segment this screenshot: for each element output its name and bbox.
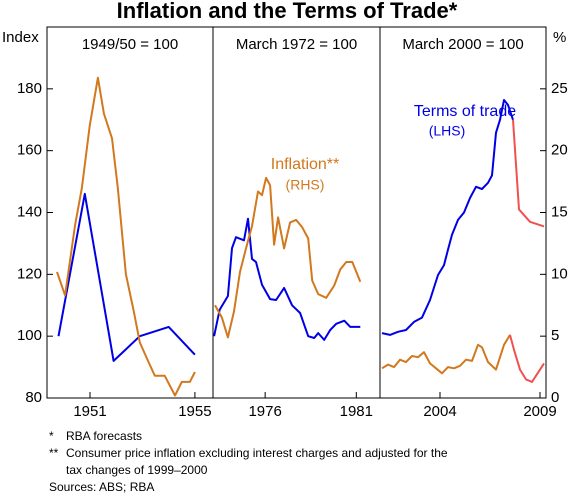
annotation: Inflation** [271,156,340,173]
series-line [56,76,196,397]
y2-tick-label: 20 [551,142,568,159]
series-line [381,99,514,336]
annotation: Terms of trade [414,103,516,120]
x-tick-label: 2009 [523,403,556,420]
source: Sources: ABS; RBA [49,480,154,494]
annotation: (LHS) [429,123,466,139]
panel-subtitle: 1949/50 = 100 [82,36,178,53]
y-tick-label: 140 [17,203,42,220]
plot-frame [46,26,547,399]
x-tick-label: 1976 [248,403,281,420]
x-tick-label: 1981 [340,403,373,420]
panel-subtitle: March 2000 = 100 [402,36,523,53]
series-line [509,334,545,383]
y2-tick-label: 25 [551,80,568,97]
y-tick-label: 180 [17,80,42,97]
footnote: Consumer price inflation excluding inter… [66,446,448,460]
y2-axis-label: % [553,29,566,46]
annotation: (RHS) [286,177,325,193]
series-line [512,119,545,228]
panel-subtitle: March 1972 = 100 [236,36,357,53]
y-tick-label: 120 [17,265,42,282]
y2-tick-label: 15 [551,203,568,220]
y-tick-label: 80 [25,389,42,406]
series-line [213,217,361,341]
x-tick-label: 1955 [178,403,211,420]
footnote: tax changes of 1999–2000 [66,463,208,477]
y-tick-label: 160 [17,142,42,159]
series-line [57,192,196,362]
y-axis-label: Index [2,29,39,46]
footnote-marker: * [49,429,54,443]
footnote-marker: ** [49,446,59,460]
series-line [381,334,511,375]
footnote: RBA forecasts [66,429,142,443]
y2-tick-label: 0 [551,389,559,406]
chart-title: Inflation and the Terms of Trade* [117,0,458,23]
series-line [214,176,362,339]
y2-tick-label: 5 [551,327,559,344]
y2-tick-label: 10 [551,265,568,282]
y-tick-label: 100 [17,327,42,344]
x-tick-label: 1951 [73,403,106,420]
x-tick-label: 2004 [423,403,456,420]
